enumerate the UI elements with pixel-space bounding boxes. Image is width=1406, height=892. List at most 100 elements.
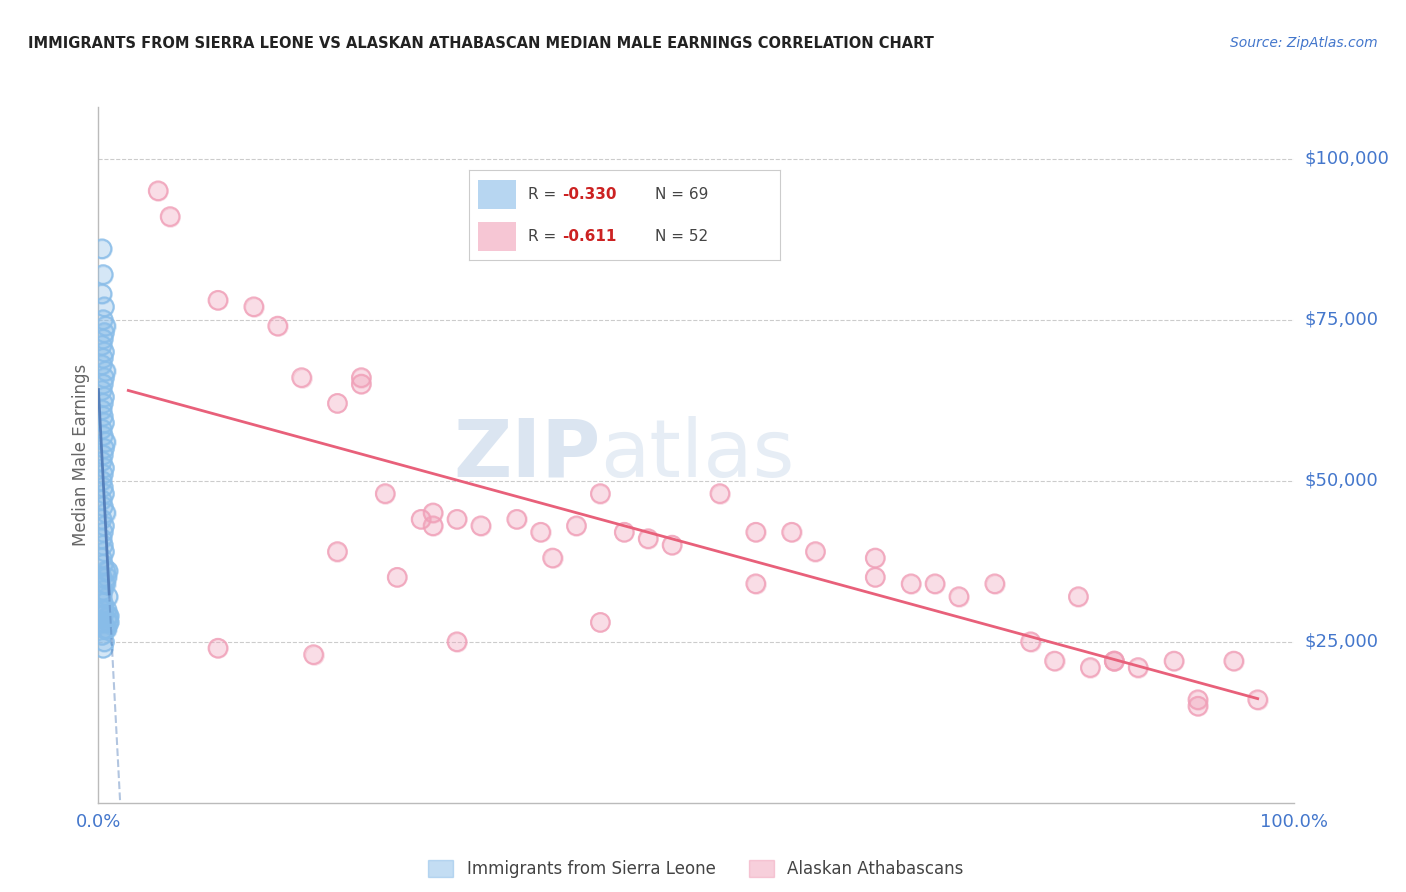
Point <box>529 525 551 540</box>
Point <box>93 370 115 384</box>
Point <box>91 493 114 508</box>
Text: -0.611: -0.611 <box>562 229 616 244</box>
Point <box>91 570 114 584</box>
Point <box>900 576 922 591</box>
Point <box>91 615 114 630</box>
Point <box>91 286 114 301</box>
Point <box>93 442 115 456</box>
Point <box>97 564 120 578</box>
Point <box>97 615 120 630</box>
Point <box>93 634 115 648</box>
Point <box>91 474 114 488</box>
Point <box>1222 654 1246 668</box>
Point <box>91 538 114 552</box>
Point <box>93 370 115 384</box>
Point <box>94 576 117 591</box>
Point <box>98 615 121 630</box>
Point <box>1067 590 1090 604</box>
Point <box>91 268 114 282</box>
Point <box>541 551 564 566</box>
Point <box>91 590 114 604</box>
Point <box>91 596 114 610</box>
Text: R =: R = <box>527 229 561 244</box>
Point <box>207 293 229 308</box>
Point <box>91 590 114 604</box>
Point <box>1019 634 1042 648</box>
Point <box>93 390 115 404</box>
Point <box>97 609 120 624</box>
Point <box>93 486 115 500</box>
Point <box>91 609 114 624</box>
Point <box>93 442 115 456</box>
Point <box>96 602 118 616</box>
Text: $75,000: $75,000 <box>1305 310 1379 328</box>
Point <box>589 486 612 500</box>
Point <box>326 396 349 410</box>
Point <box>91 500 114 514</box>
Point <box>541 551 564 566</box>
Point <box>91 500 114 514</box>
Point <box>93 344 115 359</box>
Point <box>863 570 886 584</box>
Point <box>94 564 117 578</box>
Point <box>1187 692 1209 706</box>
Point <box>374 486 396 500</box>
Point <box>91 493 114 508</box>
Point <box>94 622 117 636</box>
Point <box>91 615 114 630</box>
Point <box>91 396 114 410</box>
Point <box>446 512 468 526</box>
Point <box>385 570 409 584</box>
Point <box>93 622 115 636</box>
Point <box>93 576 115 591</box>
Point <box>589 615 612 630</box>
Point <box>661 538 683 552</box>
Point <box>326 544 349 558</box>
Point <box>1163 654 1185 668</box>
Point <box>98 609 121 624</box>
Point <box>91 312 114 326</box>
Point <box>1019 634 1042 648</box>
Point <box>91 332 114 346</box>
Point <box>1102 654 1125 668</box>
Point <box>1222 654 1246 668</box>
Point <box>745 525 768 540</box>
Point <box>470 518 492 533</box>
Point <box>93 518 115 533</box>
Point <box>983 576 1005 591</box>
Point <box>422 518 444 533</box>
Point <box>91 538 114 552</box>
Point <box>506 512 529 526</box>
Point <box>97 609 120 624</box>
Text: atlas: atlas <box>600 416 794 494</box>
Point <box>1080 660 1102 674</box>
Point <box>948 590 970 604</box>
Point <box>91 480 114 494</box>
Point <box>94 564 117 578</box>
Text: $50,000: $50,000 <box>1305 472 1378 490</box>
Point <box>91 615 114 630</box>
Point <box>565 518 588 533</box>
Point <box>91 512 114 526</box>
Point <box>411 512 433 526</box>
Point <box>93 326 115 340</box>
Point <box>91 402 114 417</box>
Point <box>91 242 114 256</box>
Point <box>91 454 114 468</box>
Point <box>422 518 444 533</box>
Point <box>91 570 114 584</box>
Point <box>93 460 115 475</box>
Legend: Immigrants from Sierra Leone, Alaskan Athabascans: Immigrants from Sierra Leone, Alaskan At… <box>422 854 970 885</box>
Point <box>94 435 117 450</box>
Point <box>589 615 612 630</box>
Point <box>91 480 114 494</box>
Point <box>91 628 114 642</box>
Point <box>91 384 114 398</box>
Point <box>207 641 229 656</box>
Point <box>91 312 114 326</box>
Point <box>1187 699 1209 714</box>
Point <box>470 518 492 533</box>
Point <box>91 448 114 462</box>
Point <box>91 384 114 398</box>
Point <box>148 184 170 198</box>
